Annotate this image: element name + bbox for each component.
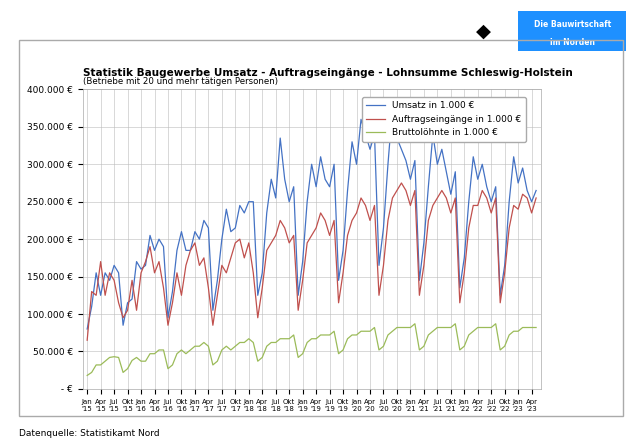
Text: Datenquelle: Statistikamt Nord: Datenquelle: Statistikamt Nord — [19, 429, 160, 438]
Bruttolöhnte in 1.000 € — [532, 325, 540, 330]
Bruttolöhnte in 1.000 € — [83, 373, 91, 378]
Line: Auftragseingänge in 1.000 €: Auftragseingänge in 1.000 € — [87, 183, 536, 340]
Umsatz in 1.000 € — [353, 161, 361, 167]
Umsatz in 1.000 € — [402, 158, 410, 163]
Umsatz in 1.000 € — [196, 236, 204, 242]
Auftragseingänge in 1.000 € — [532, 195, 540, 201]
Bruttolöhnte in 1.000 € — [398, 325, 405, 330]
Bruttolöhnte in 1.000 € — [353, 332, 361, 337]
Text: im Norden: im Norden — [551, 38, 595, 47]
Umsatz in 1.000 € — [425, 184, 432, 190]
Umsatz in 1.000 € — [83, 326, 91, 332]
Text: Statistik Baugewerbe Umsatz - Auftragseingänge - Lohnsumme Schleswig-Holstein: Statistik Baugewerbe Umsatz - Auftragsei… — [83, 68, 572, 78]
Auftragseingänge in 1.000 € — [196, 263, 204, 268]
Text: ◆: ◆ — [476, 22, 491, 41]
Text: Die Bauwirtschaft: Die Bauwirtschaft — [534, 20, 612, 29]
Umsatz in 1.000 € — [290, 184, 298, 190]
Bruttolöhnte in 1.000 € — [114, 355, 122, 360]
Line: Bruttolöhnte in 1.000 €: Bruttolöhnte in 1.000 € — [87, 324, 536, 375]
Umsatz in 1.000 € — [114, 270, 122, 275]
Bruttolöhnte in 1.000 € — [425, 332, 432, 337]
Bruttolöhnte in 1.000 € — [290, 332, 298, 337]
Umsatz in 1.000 € — [532, 188, 540, 193]
Auftragseingänge in 1.000 € — [402, 188, 410, 193]
Auftragseingänge in 1.000 € — [83, 337, 91, 343]
Auftragseingänge in 1.000 € — [425, 218, 432, 223]
Umsatz in 1.000 € — [389, 105, 396, 111]
Legend: Umsatz in 1.000 €, Auftragseingänge in 1.000 €, Bruttolöhnte in 1.000 €: Umsatz in 1.000 €, Auftragseingänge in 1… — [362, 97, 525, 142]
Bruttolöhnte in 1.000 € — [411, 321, 418, 326]
Text: (Betriebe mit 20 und mehr tätigen Personen): (Betriebe mit 20 und mehr tätigen Person… — [83, 77, 278, 86]
Bruttolöhnte in 1.000 € — [196, 344, 204, 349]
Line: Umsatz in 1.000 €: Umsatz in 1.000 € — [87, 108, 536, 329]
Auftragseingänge in 1.000 € — [398, 180, 405, 186]
Auftragseingänge in 1.000 € — [353, 210, 361, 215]
Auftragseingänge in 1.000 € — [114, 300, 122, 305]
FancyBboxPatch shape — [518, 11, 626, 51]
Auftragseingänge in 1.000 € — [290, 233, 298, 238]
